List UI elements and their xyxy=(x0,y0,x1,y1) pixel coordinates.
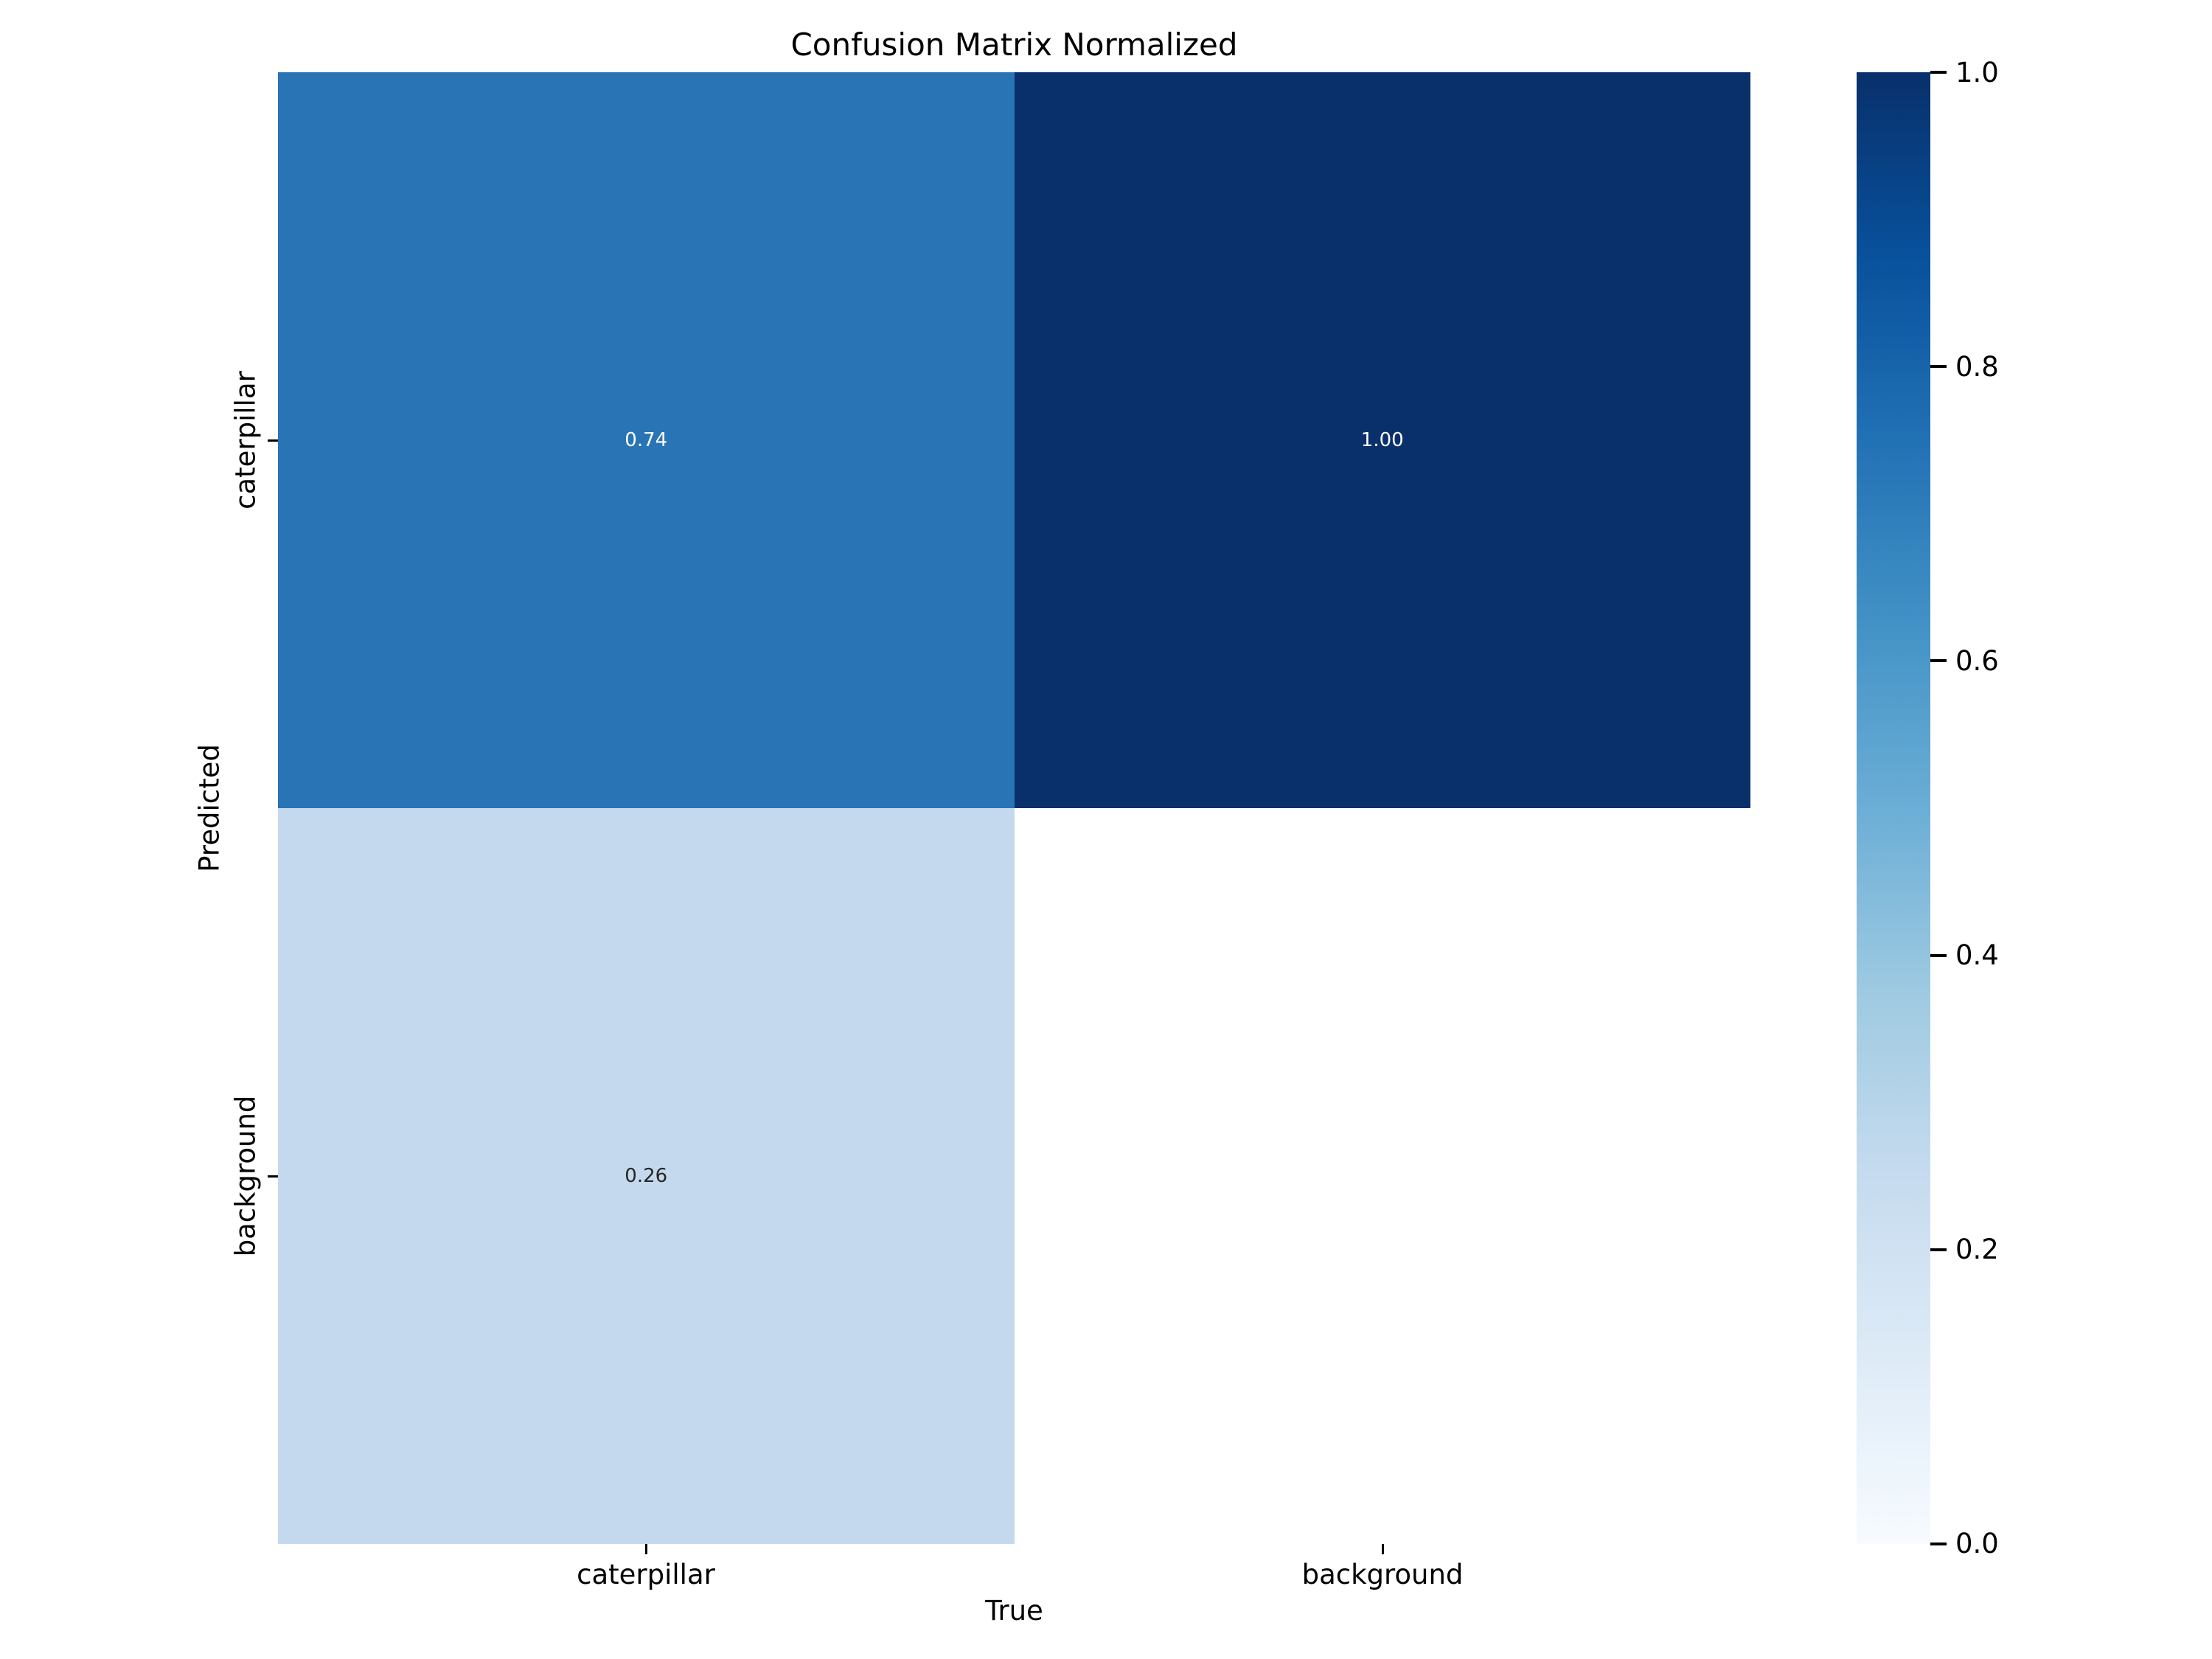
colorbar-tick-mark xyxy=(1930,365,1947,369)
heatmap-cell-r0c0: 0.74 xyxy=(278,72,1015,808)
colorbar-tick-label: 0.8 xyxy=(1955,350,1999,383)
heatmap-cell-r0c1: 1.00 xyxy=(1014,72,1750,808)
colorbar-tick-label: 1.0 xyxy=(1955,56,1999,88)
colorbar-tick-labels: 1.0 0.8 0.6 0.4 0.2 0.0 xyxy=(1955,57,1999,1560)
colorbar xyxy=(1857,72,1930,1544)
heatmap-plot-area: 0.74 1.00 0.26 xyxy=(278,72,1750,1544)
y-tick-mark-caterpillar xyxy=(268,439,278,442)
chart-title: Confusion Matrix Normalized xyxy=(790,27,1238,63)
y-tick-label-caterpillar: caterpillar xyxy=(229,371,262,509)
y-tick-mark-background xyxy=(268,1175,278,1178)
colorbar-tick-marks xyxy=(1930,71,1947,1545)
colorbar-tick-mark xyxy=(1930,1248,1947,1251)
cell-annotation-r0c1: 1.00 xyxy=(1360,429,1404,451)
colorbar-tick-mark xyxy=(1930,1542,1947,1545)
colorbar-tick-label: 0.0 xyxy=(1955,1528,1999,1560)
x-tick-mark-caterpillar xyxy=(645,1544,647,1554)
x-axis-label: True xyxy=(985,1595,1043,1627)
y-axis-label: Predicted xyxy=(193,744,226,872)
colorbar-tick-label: 0.4 xyxy=(1955,939,1999,972)
heatmap-cell-r1c1 xyxy=(1014,808,1750,1544)
colorbar-tick-mark xyxy=(1930,71,1947,74)
heatmap-cell-r1c0: 0.26 xyxy=(278,808,1015,1544)
x-tick-label-background: background xyxy=(1301,1559,1464,1590)
cell-annotation-r1c0: 0.26 xyxy=(625,1165,668,1187)
colorbar-tick-mark xyxy=(1930,659,1947,663)
y-tick-label-background: background xyxy=(229,1095,262,1257)
x-tick-mark-background xyxy=(1382,1544,1384,1554)
colorbar-tick-label: 0.6 xyxy=(1955,644,1999,677)
colorbar-tick-label: 0.2 xyxy=(1955,1234,1999,1266)
x-tick-label-caterpillar: caterpillar xyxy=(577,1559,715,1590)
cell-annotation-r0c0: 0.74 xyxy=(625,429,668,451)
colorbar-tick-mark xyxy=(1930,953,1947,957)
